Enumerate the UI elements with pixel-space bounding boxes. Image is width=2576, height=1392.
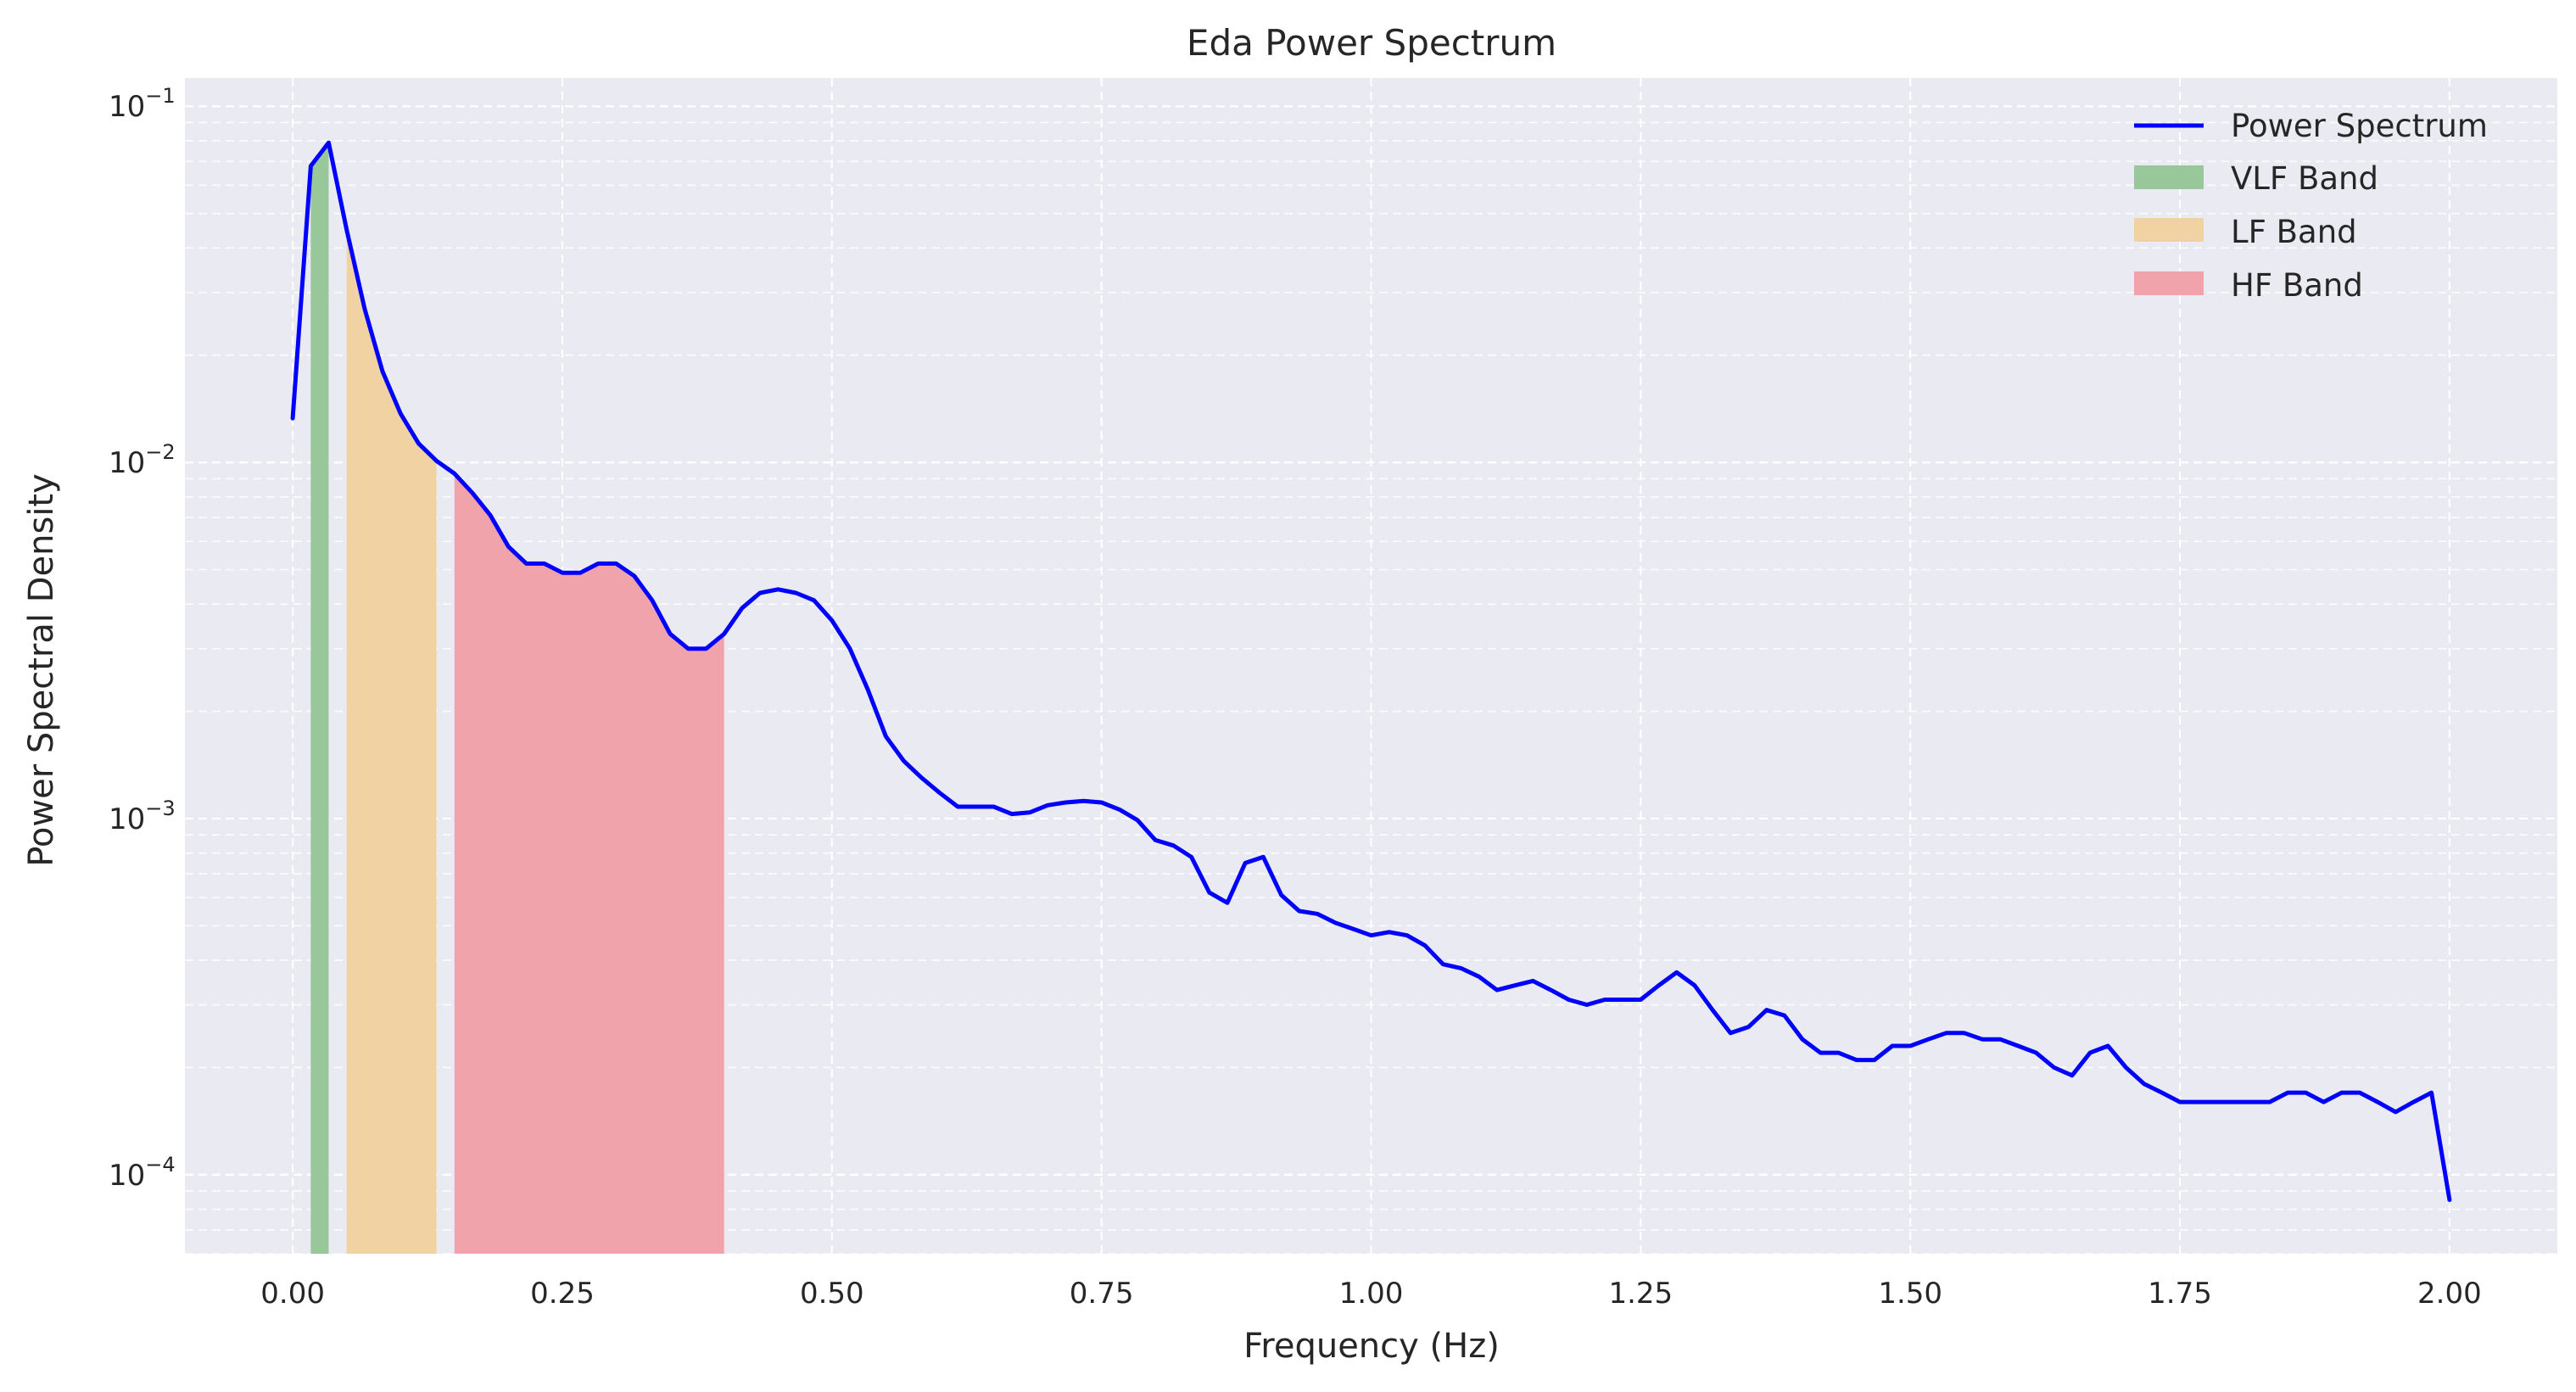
frequency-bands xyxy=(310,143,724,1254)
legend-swatch-vlf xyxy=(2134,165,2204,189)
x-tick-label: 0.25 xyxy=(530,1277,595,1311)
band-lf-band xyxy=(346,229,437,1254)
x-tick-label: 0.00 xyxy=(260,1277,325,1311)
x-tick-label: 0.50 xyxy=(800,1277,864,1311)
band-vlf-band xyxy=(310,143,329,1254)
y-tick-label: 10−4 xyxy=(109,1153,176,1193)
legend-swatch-hf xyxy=(2134,271,2204,295)
legend-swatch-lf xyxy=(2134,218,2204,242)
x-tick-label: 1.75 xyxy=(2148,1277,2212,1311)
y-tick-label: 10−3 xyxy=(109,797,176,836)
legend-label-power-spectrum: Power Spectrum xyxy=(2231,108,2488,144)
x-tick-label: 2.00 xyxy=(2417,1277,2482,1311)
axis-ticks: 0.00 0.25 0.50 0.75 1.00 1.25 1.50 1.75 2.00 10−1… xyxy=(109,84,2482,1311)
legend-label-hf: HF Band xyxy=(2231,267,2363,304)
x-tick-label: 1.50 xyxy=(1878,1277,1942,1311)
band-hf-band xyxy=(454,473,724,1254)
chart-title: Eda Power Spectrum xyxy=(1187,22,1556,64)
x-tick-label: 1.25 xyxy=(1608,1277,1673,1311)
spectrum-line-layer xyxy=(290,140,2452,1202)
y-tick-label: 10−2 xyxy=(109,440,176,480)
x-tick-label: 0.75 xyxy=(1070,1277,1134,1311)
legend-label-lf: LF Band xyxy=(2231,214,2357,250)
x-tick-label: 1.00 xyxy=(1339,1277,1404,1311)
x-axis-label: Frequency (Hz) xyxy=(1243,1327,1500,1366)
legend-label-vlf: VLF Band xyxy=(2231,160,2378,197)
y-tick-label: 10−1 xyxy=(109,84,176,124)
power-spectrum-line xyxy=(290,140,2452,1202)
legend: Power Spectrum VLF Band LF Band HF Band xyxy=(2134,108,2488,304)
y-axis-label: Power Spectral Density xyxy=(22,473,61,867)
